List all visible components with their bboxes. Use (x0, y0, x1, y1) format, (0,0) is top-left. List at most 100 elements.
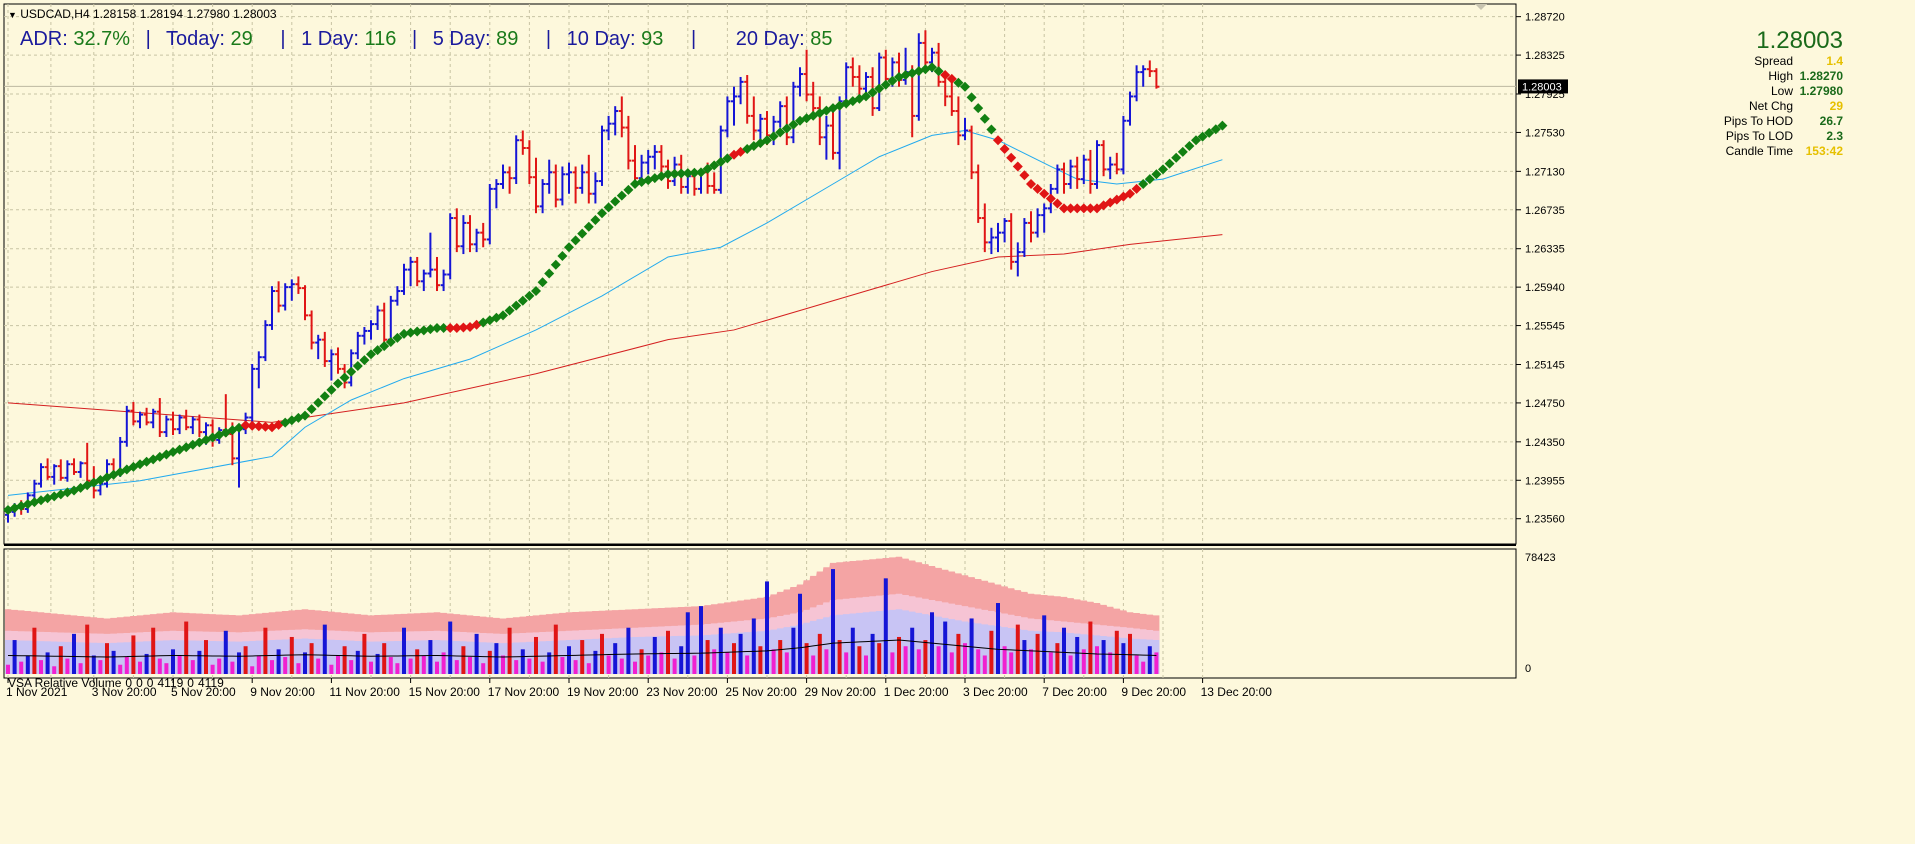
volume-bar (250, 666, 255, 674)
ohlc-bar (803, 49, 810, 102)
ohlc-bar (163, 415, 170, 437)
ohlc-bar (189, 416, 196, 435)
volume-bar (52, 666, 57, 674)
volume-bar (712, 649, 717, 674)
volume-bar (956, 633, 961, 674)
ohlc-bar (823, 115, 830, 160)
signal-diamond (333, 378, 343, 389)
signal-diamond (425, 324, 436, 335)
volume-bar (184, 621, 189, 674)
ohlc-bar (618, 96, 625, 138)
volume-bar (144, 653, 149, 674)
signal-diamond (372, 345, 383, 356)
ohlc-bar (321, 331, 328, 367)
volume-bar (263, 627, 268, 674)
signal-diamond (696, 167, 706, 178)
volume-bar (355, 650, 360, 674)
ohlc-high: 1.28194 (139, 7, 184, 21)
signal-diamond (451, 323, 462, 333)
ohlc-bar (381, 302, 388, 344)
volume-bar (765, 581, 769, 674)
signal-diamond (1204, 127, 1215, 138)
ohlc-bar (275, 281, 282, 313)
volume-bar (817, 633, 822, 674)
x-tick-label: 13 Dec 20:00 (1201, 685, 1273, 699)
x-tick-label: 19 Nov 20:00 (567, 685, 639, 699)
day5-label: 5 Day: (432, 28, 491, 50)
volume-bar (349, 660, 354, 674)
ohlc-bar (1146, 60, 1153, 77)
volume-bar (1147, 646, 1152, 674)
signal-diamond (557, 251, 568, 261)
volume-bar (19, 661, 24, 674)
signal-diamond (504, 305, 515, 316)
volume-bar (190, 660, 195, 674)
ohlc-bar (407, 256, 414, 287)
ohlc-bar (183, 409, 190, 431)
ohlc-bar (295, 276, 302, 294)
volume-bar (963, 643, 967, 674)
ohlc-bar (1140, 65, 1147, 87)
signal-diamond (669, 168, 680, 179)
ohlc-bar (486, 184, 493, 245)
collapse-triangle-icon[interactable]: ▼ (8, 10, 17, 20)
ohlc-bar (797, 67, 803, 97)
volume-bar (732, 643, 736, 674)
volume-bar (778, 640, 783, 674)
signal-diamond (999, 143, 1010, 154)
volume-bar (204, 640, 208, 674)
volume-bar (910, 627, 915, 674)
signal-diamond (247, 420, 258, 431)
x-tick-label: 9 Dec 20:00 (1121, 685, 1186, 699)
signal-diamond (874, 83, 885, 94)
volume-bar (824, 649, 829, 674)
volume-bar (501, 655, 505, 674)
current-price-label: 1.28003 (1518, 79, 1568, 94)
signal-diamond (960, 81, 970, 92)
x-tick-label: 15 Nov 20:00 (409, 685, 481, 699)
volume-bar (237, 652, 241, 674)
volume-bar (454, 660, 459, 674)
volume-value: 0 (136, 676, 143, 690)
volume-bar (415, 649, 420, 674)
day10-label: 10 Day: (566, 28, 636, 50)
signal-diamond (663, 169, 673, 180)
x-tick-label: 5 Nov 20:00 (171, 685, 236, 699)
volume-bar (388, 657, 393, 674)
volume-bar (78, 663, 83, 674)
ohlc-bar (1067, 159, 1074, 189)
day10-value: 93 (641, 28, 664, 50)
signal-diamond (346, 366, 357, 377)
volume-bar (652, 636, 657, 674)
info-row-pips-to-hod: Pips To HOD 26.7 (1723, 114, 1843, 128)
signal-diamond (689, 167, 700, 178)
ohlc-bar (401, 263, 407, 295)
ohlc-bar (988, 227, 995, 255)
signal-diamond (1026, 179, 1036, 189)
volume-bar (679, 646, 684, 674)
signal-diamond (709, 160, 720, 171)
signal-diamond (339, 372, 350, 383)
volume-bar (1029, 649, 1033, 674)
volume-bar (527, 658, 532, 674)
volume-bar (111, 650, 116, 674)
volume-bar (362, 633, 367, 674)
ohlc-bar (777, 101, 784, 128)
volume-bar (395, 663, 400, 674)
volume-bar (408, 658, 413, 674)
volume-bar (39, 660, 43, 674)
signal-diamond (715, 156, 726, 167)
volume-bar (441, 652, 446, 674)
volume-bar (514, 660, 519, 674)
signal-diamond (313, 397, 324, 408)
ohlc-bar (354, 331, 361, 360)
volume-bar (567, 646, 571, 674)
volume-bar (600, 633, 604, 674)
signal-diamond (979, 113, 990, 124)
volume-bar (243, 646, 248, 674)
signal-diamond (762, 135, 772, 146)
adr-bar: ADR: 32.7% | Today: 29 | 1 Day: 116 | 5 … (20, 28, 833, 51)
signal-diamond (1006, 152, 1017, 163)
ohlc-bar (724, 96, 731, 138)
